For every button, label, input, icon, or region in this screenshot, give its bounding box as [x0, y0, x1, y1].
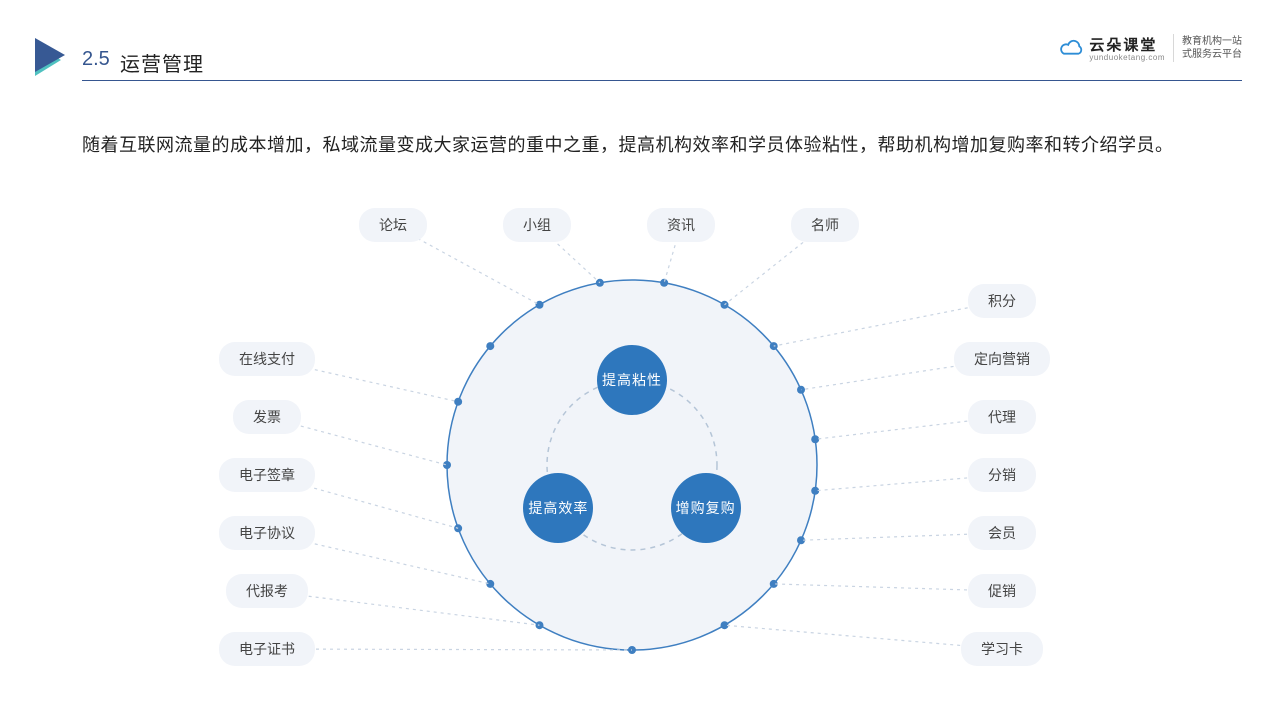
- pill-news: 资讯: [647, 208, 715, 242]
- brand-tagline-line2: 式服务云平台: [1182, 48, 1242, 61]
- cloud-icon: [1059, 38, 1085, 58]
- pill-studycard: 学习卡: [961, 632, 1043, 666]
- pill-eagreement: 电子协议: [219, 516, 315, 550]
- logo-divider: [1173, 34, 1174, 62]
- core-repurchase: 增购复购: [671, 473, 741, 543]
- brand-tagline: 教育机构一站 式服务云平台: [1182, 35, 1242, 61]
- pill-agent: 代理: [968, 400, 1036, 434]
- header-underline: [82, 80, 1242, 81]
- pill-invoice: 发票: [233, 400, 301, 434]
- pill-points: 积分: [968, 284, 1036, 318]
- pill-member: 会员: [968, 516, 1036, 550]
- pill-esign: 电子签章: [219, 458, 315, 492]
- pill-proxy-exam: 代报考: [226, 574, 308, 608]
- brand-tagline-line1: 教育机构一站: [1182, 35, 1242, 48]
- pill-promo: 促销: [968, 574, 1036, 608]
- section-number: 2.5: [82, 48, 110, 71]
- header-triangle-icon: [35, 38, 69, 76]
- brand-name: 云朵课堂: [1089, 34, 1165, 55]
- core-efficiency: 提高效率: [523, 473, 593, 543]
- pill-ecert: 电子证书: [219, 632, 315, 666]
- pill-group: 小组: [503, 208, 571, 242]
- brand-sub: yunduoketang.com: [1089, 53, 1165, 62]
- pill-teacher: 名师: [791, 208, 859, 242]
- core-stickiness: 提高粘性: [597, 345, 667, 415]
- pill-targeted: 定向营销: [954, 342, 1050, 376]
- intro-paragraph: 随着互联网流量的成本增加，私域流量变成大家运营的重中之重，提高机构效率和学员体验…: [82, 128, 1210, 162]
- pill-distribution: 分销: [968, 458, 1036, 492]
- brand-logo: 云朵课堂 yunduoketang.com 教育机构一站 式服务云平台: [1059, 34, 1242, 62]
- pill-forum: 论坛: [359, 208, 427, 242]
- section-title: 运营管理: [120, 48, 204, 77]
- pill-onlinepay: 在线支付: [219, 342, 315, 376]
